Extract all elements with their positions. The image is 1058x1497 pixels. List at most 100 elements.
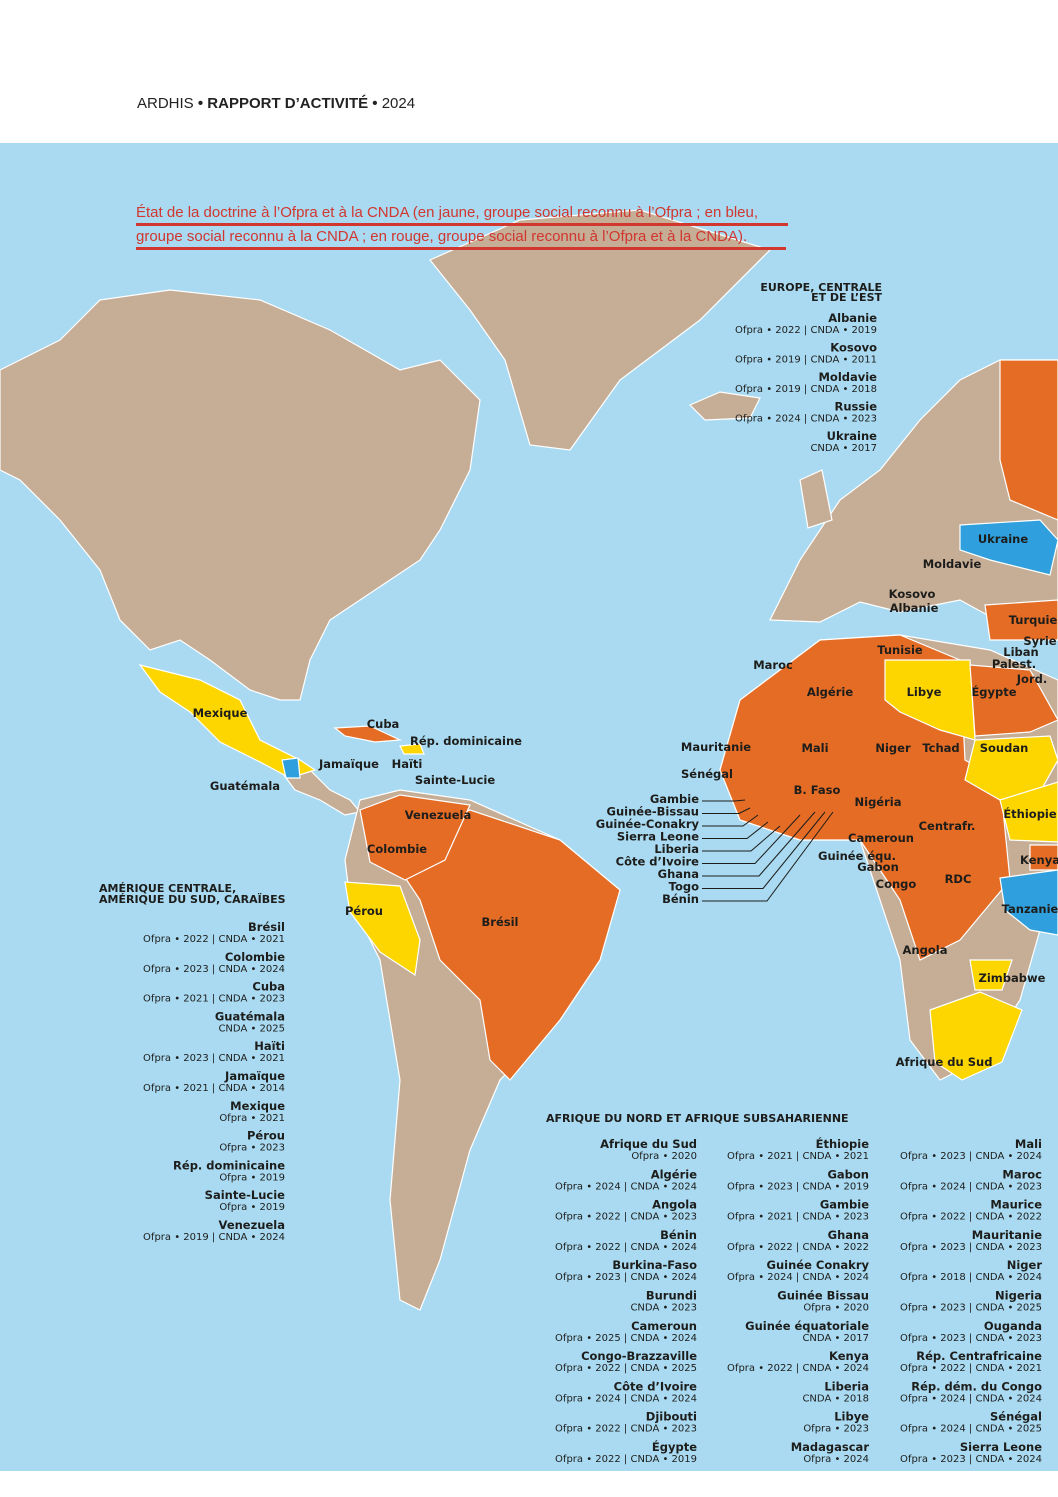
map-label: Tchad xyxy=(922,741,959,755)
iceland xyxy=(688,391,761,421)
entry-name: Sainte-Lucie xyxy=(205,1188,286,1202)
map-label: Jamaïque xyxy=(318,757,379,771)
map-label: Tanzanie xyxy=(1002,902,1058,916)
entry-detail: Ofpra • 2023 | CNDA • 2025 xyxy=(900,1303,1042,1314)
entry-name: Niger xyxy=(1007,1258,1043,1272)
map-label: Centrafr. xyxy=(919,819,976,833)
entry-detail: Ofpra • 2023 | CNDA • 2024 xyxy=(900,1151,1042,1162)
map-label: Guatémala xyxy=(210,779,280,793)
entry-name: Burkina-Faso xyxy=(612,1258,697,1272)
entry-detail: Ofpra • 2024 | CNDA • 2025 xyxy=(900,1424,1042,1435)
section-title: EUROPE, CENTRALE xyxy=(760,281,882,294)
map-label: Guinée équ. xyxy=(818,849,896,863)
entry-detail: Ofpra • 2021 xyxy=(219,1113,285,1124)
section-title: AMÉRIQUE DU SUD, CARAÏBES xyxy=(99,892,286,906)
entry-detail: Ofpra • 2019 xyxy=(219,1202,285,1213)
turkey xyxy=(984,599,1058,641)
russia xyxy=(999,359,1058,521)
entry-detail: Ofpra • 2018 | CNDA • 2024 xyxy=(900,1272,1042,1283)
map-label: Bénin xyxy=(662,892,699,906)
hispaniola xyxy=(399,743,425,755)
europe xyxy=(769,359,1058,641)
entry-detail: Ofpra • 2024 xyxy=(803,1454,869,1465)
mexico xyxy=(138,664,317,779)
map-label: Cuba xyxy=(367,717,400,731)
ukraine xyxy=(959,519,1058,576)
entry-name: Brésil xyxy=(248,920,285,934)
brazil xyxy=(399,809,621,1081)
map-label: Libye xyxy=(907,685,942,699)
entry-name: Gambie xyxy=(820,1198,869,1212)
map-label: Jord. xyxy=(1016,672,1047,686)
entry-name: Guatémala xyxy=(215,1009,285,1023)
header-part: • xyxy=(194,95,203,112)
entry-detail: Ofpra • 2021 | CNDA • 2014 xyxy=(143,1083,285,1094)
header-part: ARDHIS xyxy=(137,95,194,112)
entry-name: Afrique du Sud xyxy=(600,1137,697,1151)
zimbabwe xyxy=(969,959,1013,991)
entry-name: Côte d’Ivoire xyxy=(614,1379,698,1393)
header: ARDHIS • RAPPORT D’ACTIVITÉ • 2024 xyxy=(137,95,415,112)
entry-detail: Ofpra • 2024 | CNDA • 2023 xyxy=(900,1181,1042,1192)
entry-name: Égypte xyxy=(652,1439,697,1454)
entry-name: Ghana xyxy=(828,1228,869,1242)
map-label: Maroc xyxy=(753,658,793,672)
ethiopia xyxy=(999,781,1058,843)
leader-line xyxy=(702,814,801,864)
map-label: Nigéria xyxy=(855,795,902,809)
map-label: Zimbabwe xyxy=(979,971,1046,985)
map-label: Palest. xyxy=(992,657,1036,671)
entry-detail: Ofpra • 2023 | CNDA • 2021 xyxy=(143,1053,285,1064)
entry-detail: Ofpra • 2023 xyxy=(803,1424,869,1435)
entry-name: Djibouti xyxy=(646,1410,697,1424)
entry-detail: Ofpra • 2022 | CNDA • 2021 xyxy=(143,934,285,945)
map-label: Mexique xyxy=(193,706,248,720)
entry-name: Éthiopie xyxy=(816,1136,870,1151)
map-label: Liberia xyxy=(654,842,699,856)
map-label: Albanie xyxy=(890,601,939,615)
entry-name: Venezuela xyxy=(219,1218,285,1232)
map-label: Ghana xyxy=(658,867,699,881)
entry-detail: CNDA • 2017 xyxy=(802,1333,869,1344)
map-label: Tunisie xyxy=(877,643,923,657)
entry-name: Kenya xyxy=(829,1349,869,1363)
entry-detail: Ofpra • 2024 | CNDA • 2024 xyxy=(555,1181,697,1192)
map-label: Gabon xyxy=(857,860,899,874)
caption-underline xyxy=(136,223,788,226)
entry-name: Guinée Bissau xyxy=(777,1289,869,1303)
map-label: Moldavie xyxy=(923,557,982,571)
map-label: Guinée-Conakry xyxy=(596,817,700,831)
map-label: Sénégal xyxy=(681,767,733,781)
entry-name: Madagascar xyxy=(791,1440,870,1454)
caption: État de la doctrine à l’Ofpra et à la CN… xyxy=(136,204,758,221)
entry-name: Guinée Conakry xyxy=(767,1258,870,1272)
map-label: Mali xyxy=(801,741,828,755)
map-label: Sierra Leone xyxy=(617,830,699,844)
entry-name: Ouganda xyxy=(984,1319,1042,1333)
guatemala xyxy=(281,757,301,779)
entry-name: Mali xyxy=(1015,1137,1042,1151)
map-label: Ukraine xyxy=(978,532,1029,546)
entry-detail: Ofpra • 2021 | CNDA • 2023 xyxy=(143,994,285,1005)
entry-detail: Ofpra • 2019 | CNDA • 2024 xyxy=(143,1232,285,1243)
entry-detail: Ofpra • 2020 xyxy=(631,1151,697,1162)
map-label: Algérie xyxy=(807,685,853,699)
entry-name: Albanie xyxy=(828,311,877,325)
entry-detail: Ofpra • 2023 | CNDA • 2024 xyxy=(143,964,285,975)
entry-name: Sierra Leone xyxy=(960,1440,1042,1454)
entry-detail: CNDA • 2023 xyxy=(630,1303,697,1314)
entry-detail: Ofpra • 2022 | CNDA • 2019 xyxy=(735,325,877,336)
map-label: Liban xyxy=(1003,645,1038,659)
entry-detail: Ofpra • 2020 xyxy=(803,1303,869,1314)
entry-detail: Ofpra • 2022 | CNDA • 2023 xyxy=(555,1212,697,1223)
map-label: Mauritanie xyxy=(681,740,751,754)
great-britain xyxy=(799,469,833,529)
entry-detail: Ofpra • 2023 | CNDA • 2023 xyxy=(900,1242,1042,1253)
caption-underline xyxy=(136,247,786,250)
entry-name: Moldavie xyxy=(818,370,877,384)
header-part: • xyxy=(368,95,377,112)
entry-name: Maurice xyxy=(990,1198,1042,1212)
entry-detail: Ofpra • 2022 | CNDA • 2022 xyxy=(727,1242,869,1253)
caption: groupe social reconnu à la CNDA ; en rou… xyxy=(136,228,747,245)
